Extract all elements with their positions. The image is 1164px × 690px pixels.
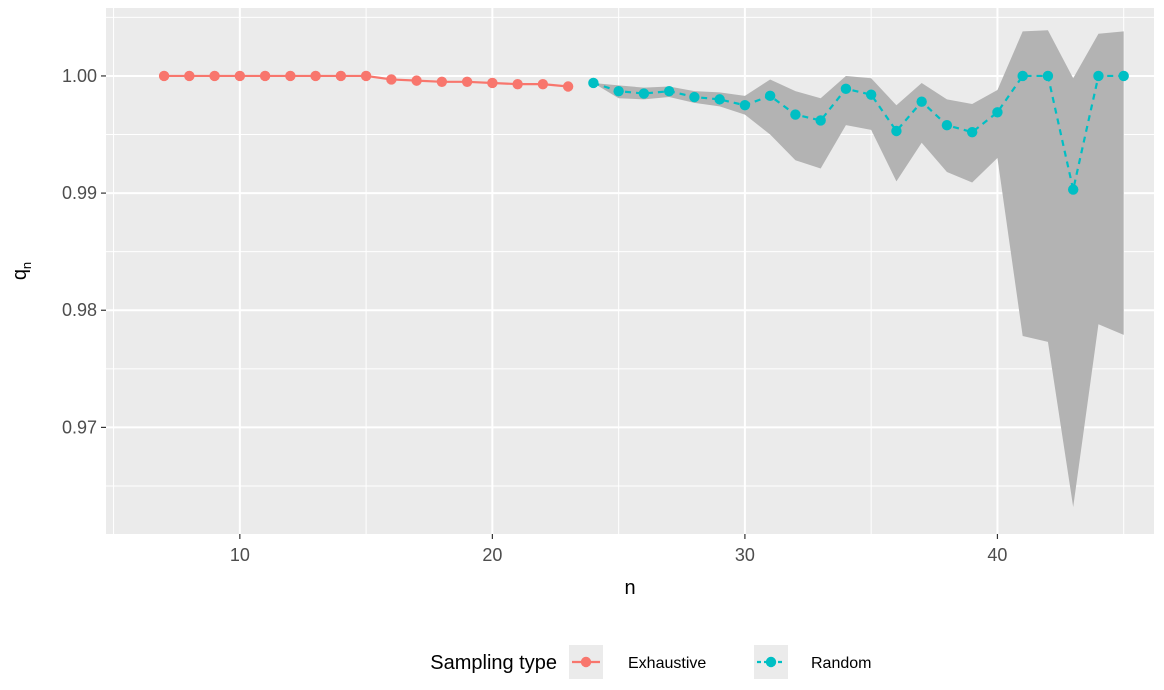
point-exhaustive bbox=[285, 70, 296, 82]
legend-label-exhaustive: Exhaustive bbox=[628, 655, 706, 672]
point-exhaustive bbox=[209, 70, 220, 82]
point-random bbox=[992, 107, 1003, 118]
point-exhaustive bbox=[360, 70, 372, 82]
point-random bbox=[865, 89, 877, 100]
point-random bbox=[689, 91, 700, 103]
point-random bbox=[891, 125, 902, 137]
point-random bbox=[613, 85, 624, 97]
y-tick-label: 0.99 bbox=[62, 183, 97, 203]
point-random bbox=[764, 90, 776, 102]
point-exhaustive bbox=[259, 70, 271, 82]
point-random bbox=[663, 85, 675, 97]
point-random bbox=[1017, 70, 1028, 82]
y-axis-title-subscript: n bbox=[19, 262, 34, 269]
point-exhaustive bbox=[411, 75, 422, 86]
y-tick-label: 0.98 bbox=[62, 300, 97, 320]
legend-key-point-random bbox=[765, 656, 777, 668]
x-tick-label: 20 bbox=[482, 545, 502, 565]
point-random bbox=[815, 115, 826, 126]
point-exhaustive bbox=[234, 70, 246, 82]
ribbon-random bbox=[593, 30, 1124, 508]
point-random bbox=[739, 100, 751, 111]
y-tick-label: 1.00 bbox=[62, 66, 97, 86]
point-random bbox=[638, 88, 650, 99]
point-exhaustive bbox=[512, 78, 523, 90]
x-axis: 10 20 30 40 bbox=[230, 534, 1007, 565]
point-random bbox=[588, 77, 599, 89]
point-random bbox=[1042, 70, 1054, 82]
x-tick-label: 30 bbox=[735, 545, 755, 565]
series-points bbox=[158, 70, 1129, 195]
point-exhaustive bbox=[436, 76, 448, 88]
point-exhaustive bbox=[310, 70, 321, 82]
point-random bbox=[941, 119, 953, 131]
y-axis: 0.97 0.98 0.99 1.00 bbox=[62, 66, 106, 437]
point-exhaustive bbox=[335, 70, 347, 82]
point-exhaustive bbox=[461, 76, 473, 88]
legend: Sampling type Exhaustive Random bbox=[430, 645, 871, 679]
x-tick-label: 10 bbox=[230, 545, 250, 565]
point-exhaustive bbox=[386, 74, 397, 85]
point-random bbox=[1093, 70, 1104, 82]
point-random bbox=[790, 109, 801, 120]
confidence-ribbons bbox=[593, 30, 1124, 508]
legend-title: Sampling type bbox=[430, 652, 557, 674]
y-tick-label: 0.97 bbox=[62, 417, 97, 437]
point-exhaustive bbox=[487, 77, 498, 89]
point-exhaustive bbox=[158, 70, 170, 82]
point-random bbox=[1067, 184, 1079, 195]
point-random bbox=[916, 96, 927, 107]
point-random bbox=[840, 83, 852, 95]
point-exhaustive bbox=[562, 81, 574, 92]
point-random bbox=[966, 126, 978, 138]
y-axis-title: qn bbox=[9, 262, 34, 280]
point-random bbox=[714, 94, 725, 105]
y-axis-title-main: q bbox=[9, 269, 31, 280]
point-exhaustive bbox=[537, 78, 549, 90]
legend-label-random: Random bbox=[811, 655, 871, 672]
point-random bbox=[1118, 70, 1129, 82]
x-axis-title: n bbox=[624, 577, 635, 599]
legend-key-point-exhaustive bbox=[580, 656, 592, 668]
point-exhaustive bbox=[184, 70, 195, 82]
line-random bbox=[593, 74, 1124, 190]
x-tick-label: 40 bbox=[987, 545, 1007, 565]
